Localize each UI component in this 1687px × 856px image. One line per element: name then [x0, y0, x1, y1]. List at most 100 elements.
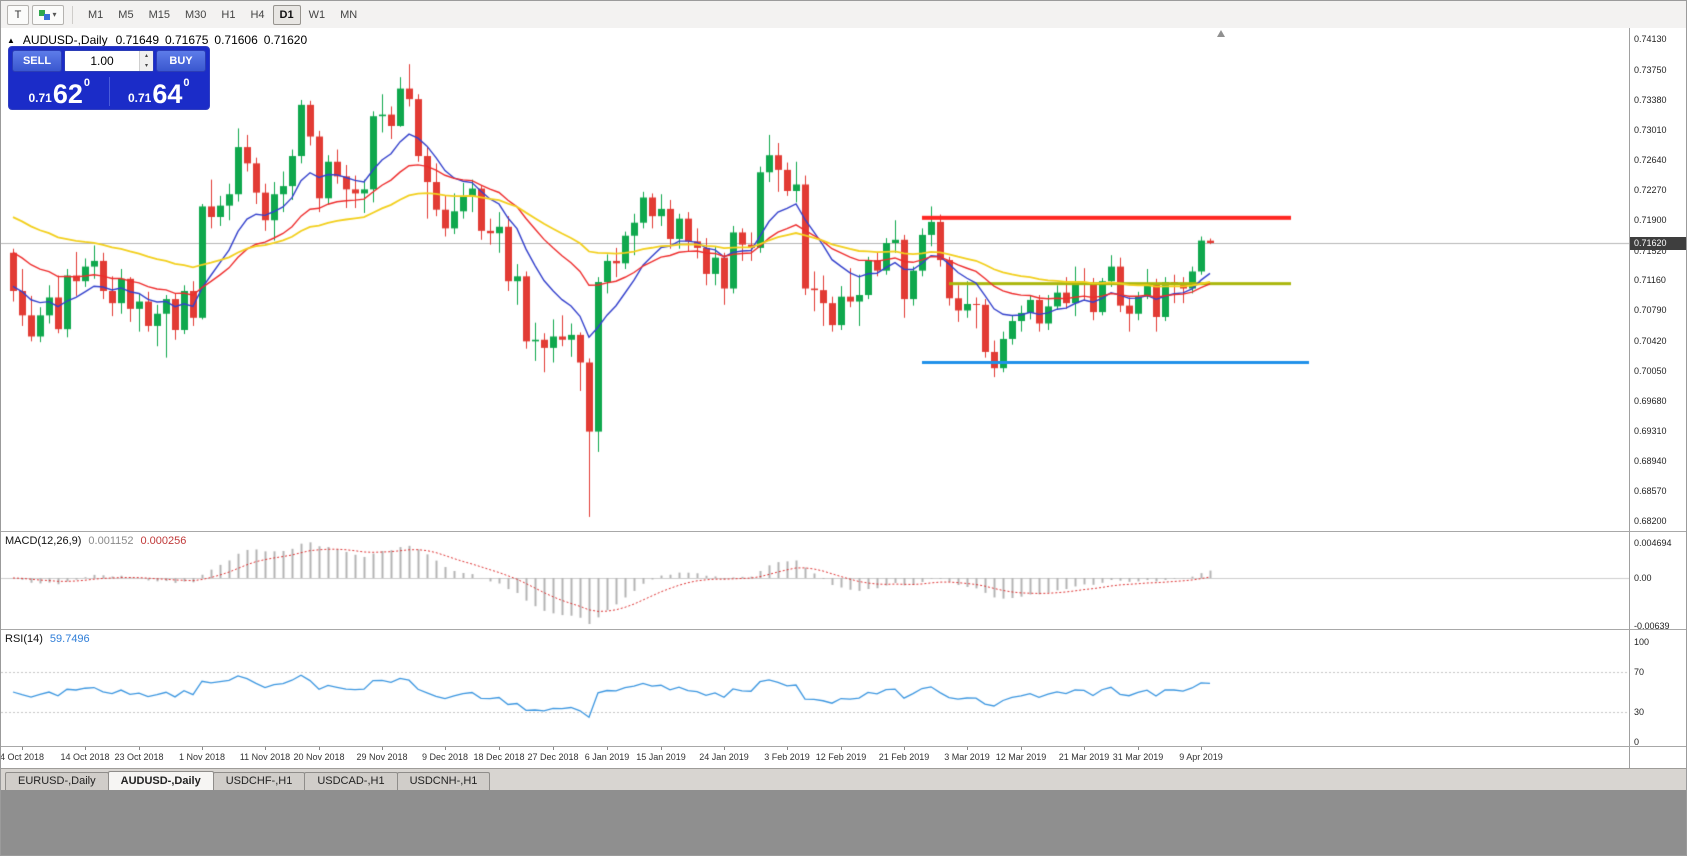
date-axis-label: 24 Jan 2019 [699, 752, 749, 762]
chart-area: ▲ AUDUSD-,Daily 0.71649 0.71675 0.71606 … [1, 28, 1686, 768]
date-tick [1201, 747, 1202, 750]
ohlc-open: 0.71649 [115, 33, 159, 47]
window-bottom-area [1, 790, 1686, 855]
panel-splitter[interactable] [1, 746, 1686, 747]
rsi-axis-label: 70 [1634, 667, 1645, 677]
price-axis-label: 0.71520 [1634, 246, 1667, 257]
date-axis-label: 20 Nov 2018 [293, 752, 345, 762]
ohlc-low: 0.71606 [214, 33, 258, 47]
rsi-axis-label: 100 [1634, 637, 1650, 647]
timeframe-m1-button[interactable]: M1 [81, 5, 110, 25]
price-axis-label: 0.72640 [1634, 155, 1667, 166]
timeframe-m30-button[interactable]: M30 [178, 5, 213, 25]
volume-input[interactable] [65, 51, 139, 71]
volume-decrease-button[interactable]: ▾ [140, 61, 153, 71]
timeframe-w1-button[interactable]: W1 [302, 5, 333, 25]
macd-label: MACD(12,26,9) 0.001152 0.000256 [5, 535, 186, 547]
buy-price[interactable]: 0.71 64 0 [112, 75, 207, 108]
date-axis-label: 1 Nov 2018 [178, 752, 226, 762]
ohlc-close: 0.71620 [263, 33, 308, 47]
date-axis[interactable]: 4 Oct 2018 14 Oct 2018 23 Oct 2018 1 Nov 20… [1, 747, 1629, 768]
chevron-down-icon: ▾ [52, 10, 57, 19]
price-axis-label: 0.73750 [1634, 64, 1667, 75]
date-tick [661, 747, 662, 750]
toolbar: T ▾ M1 M5 M15 M30 H1 H4 D1 W1 MN [1, 1, 1686, 29]
text-tool-button[interactable]: T [7, 4, 29, 25]
date-tick [607, 747, 608, 750]
date-axis-label: 18 Dec 2018 [473, 752, 525, 762]
date-tick [85, 747, 86, 750]
date-axis-label: 29 Nov 2018 [356, 752, 408, 762]
date-tick [1084, 747, 1085, 750]
chart-tab-usdchf-h1[interactable]: USDCHF-,H1 [212, 772, 306, 790]
current-price-badge: 0.71620 [1630, 236, 1686, 250]
timeframe-m5-button[interactable]: M5 [111, 5, 140, 25]
price-axis-label: 0.68570 [1634, 485, 1667, 496]
rsi-value: 59.7496 [49, 633, 90, 645]
chart-shift-marker[interactable] [1217, 30, 1225, 37]
date-tick [724, 747, 725, 750]
timeframe-m15-button[interactable]: M15 [142, 5, 177, 25]
sell-button[interactable]: SELL [12, 50, 62, 72]
shapes-icon [39, 9, 46, 16]
chart-tab-usdcad-h1[interactable]: USDCAD-,H1 [304, 772, 398, 790]
chart-ohlc: 0.71649 0.71675 0.71606 0.71620 [116, 33, 308, 47]
ohlc-high: 0.71675 [165, 33, 209, 47]
toolbar-separator [72, 5, 73, 24]
price-axis-label: 0.72270 [1634, 185, 1667, 196]
panel-splitter[interactable] [1, 531, 1686, 532]
chart-tab-eurusd-daily[interactable]: EURUSD-,Daily [5, 772, 109, 790]
one-click-toggle-icon[interactable]: ▲ [7, 35, 15, 45]
chart-title: ▲ AUDUSD-,Daily 0.71649 0.71675 0.71606 … [7, 33, 307, 47]
price-axis-label: 0.71160 [1634, 275, 1666, 286]
price-chart-canvas[interactable] [1, 28, 1629, 531]
chart-symbol-period: AUDUSD-,Daily [22, 33, 108, 47]
volume-increase-button[interactable]: ▴ [140, 51, 153, 61]
sell-price-figure: 0.71 [28, 91, 52, 105]
timeframe-d1-button[interactable]: D1 [272, 4, 301, 25]
rsi-indicator-canvas[interactable] [1, 630, 1629, 746]
date-tick [553, 747, 554, 750]
date-axis-label: 3 Mar 2019 [944, 752, 990, 762]
timeframe-mn-button[interactable]: MN [333, 5, 364, 25]
price-axis-label: 0.68940 [1634, 455, 1667, 466]
date-tick [787, 747, 788, 750]
timeframe-h4-button[interactable]: H4 [243, 5, 271, 25]
price-axis[interactable]: 0.74130 0.73750 0.73380 0.73010 0.72640 0.722… [1629, 28, 1686, 768]
rsi-name: RSI(14) [5, 633, 43, 645]
rsi-axis-label: 30 [1634, 707, 1645, 717]
buy-price-point: 0 [183, 77, 190, 89]
chart-tab-audusd-daily[interactable]: AUDUSD-,Daily [107, 771, 214, 790]
date-axis-label: 6 Jan 2019 [584, 752, 630, 762]
price-axis-label: 0.69680 [1634, 395, 1667, 406]
macd-axis-label: 0.00 [1634, 573, 1652, 583]
date-tick [319, 747, 320, 750]
chart-tab-usdcnh-h1[interactable]: USDCNH-,H1 [396, 772, 491, 790]
date-tick [499, 747, 500, 750]
date-axis-label: 14 Oct 2018 [60, 752, 110, 762]
date-tick [1021, 747, 1022, 750]
sell-price[interactable]: 0.71 62 0 [12, 75, 107, 108]
macd-axis-label: 0.004694 [1634, 537, 1672, 548]
price-axis-label: 0.68200 [1634, 516, 1667, 526]
date-tick [841, 747, 842, 750]
buy-button[interactable]: BUY [156, 50, 206, 72]
macd-indicator-can­vas[interactable] [1, 532, 1629, 629]
panel-splitter[interactable] [1, 629, 1686, 630]
date-tick [904, 747, 905, 750]
date-tick [22, 747, 23, 750]
date-axis-label: 4 Oct 2018 [0, 752, 45, 762]
macd-name: MACD(12,26,9) [5, 535, 82, 547]
macd-value-main: 0.001152 [88, 535, 134, 547]
date-tick [139, 747, 140, 750]
date-axis-label: 9 Dec 2018 [421, 752, 469, 762]
chart-tabs-bar: EURUSD-,Daily AUDUSD-,Daily USDCHF-,H1 USDC… [1, 768, 1686, 790]
timeframe-toolbar: M1 M5 M15 M30 H1 H4 D1 W1 MN [81, 4, 364, 25]
timeframe-h1-button[interactable]: H1 [214, 5, 242, 25]
price-axis-label: 0.70790 [1634, 305, 1667, 316]
objects-tool-button[interactable]: ▾ [32, 4, 64, 25]
date-axis-label: 15 Jan 2019 [636, 752, 686, 762]
macd-value-signal: 0.000256 [140, 535, 187, 547]
